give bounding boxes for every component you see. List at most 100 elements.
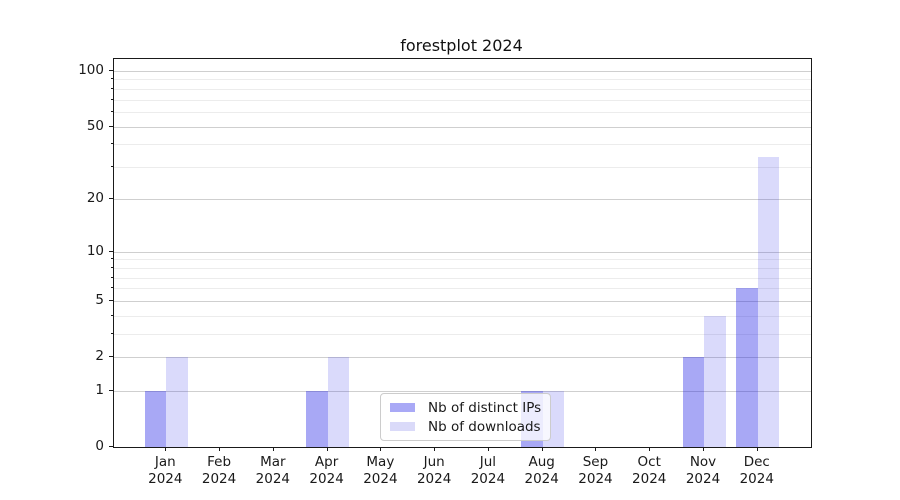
y-tick-label: 2 (95, 348, 104, 365)
x-tick-month: Nov (689, 454, 717, 470)
y-minor-tick-mark (111, 333, 113, 335)
y-tick-label: 20 (86, 189, 104, 206)
x-tick-mark (380, 447, 382, 451)
gridline-major (114, 70, 811, 72)
x-tick-year: 2024 (416, 471, 452, 487)
x-tick-label: Jul 2024 (456, 454, 520, 488)
legend: Nb of distinct IPs Nb of downloads (380, 393, 552, 441)
y-minor-tick-mark (111, 166, 113, 168)
x-tick-label: Dec 2024 (725, 454, 789, 488)
bar-distinct-ips (144, 390, 167, 447)
x-tick-year: 2024 (309, 471, 344, 487)
gridline-minor (114, 277, 811, 279)
x-tick-month: Sep (582, 454, 609, 470)
x-tick-label: Jan 2024 (133, 454, 197, 488)
gridline-minor (114, 99, 811, 101)
x-tick-year: 2024 (201, 471, 237, 487)
y-minor-tick-mark (111, 258, 113, 260)
legend-swatch-downloads (390, 422, 415, 431)
x-tick-year: 2024 (363, 471, 398, 487)
legend-item-downloads: Nb of downloads (390, 417, 541, 436)
bar-downloads (166, 357, 188, 447)
x-tick-label: May 2024 (348, 454, 412, 488)
x-tick-mark (541, 447, 543, 451)
bar-distinct-ips (682, 357, 704, 447)
y-minor-tick-mark (111, 143, 113, 145)
y-tick-mark (109, 300, 113, 302)
x-tick-month: Feb (207, 454, 232, 470)
x-tick-label: Sep 2024 (563, 454, 627, 488)
gridline-major (114, 390, 811, 392)
x-tick-label: Feb 2024 (187, 454, 251, 488)
x-tick-year: 2024 (148, 471, 183, 487)
legend-item-distinct-ips: Nb of distinct IPs (390, 398, 541, 417)
y-minor-tick-mark (111, 276, 113, 278)
y-tick-label: 100 (78, 61, 104, 78)
x-tick-month: Dec (743, 454, 770, 470)
y-minor-tick-mark (111, 287, 113, 289)
y-tick-mark (109, 69, 113, 71)
bar-distinct-ips (736, 288, 758, 447)
gridline-minor (114, 167, 811, 169)
y-tick-label: 50 (86, 117, 104, 134)
x-tick-year: 2024 (685, 471, 721, 487)
bar-downloads (757, 157, 780, 447)
x-tick-year: 2024 (632, 471, 667, 487)
x-tick-mark (487, 447, 489, 451)
y-tick-label: 0 (95, 438, 104, 454)
y-tick-mark (109, 125, 113, 127)
x-tick-label: Mar 2024 (241, 454, 305, 488)
y-minor-tick-mark (111, 266, 113, 268)
x-tick-month: Oct (637, 454, 661, 470)
y-tick-label: 5 (95, 292, 104, 309)
x-tick-label: Oct 2024 (617, 454, 681, 488)
x-tick-year: 2024 (524, 471, 559, 487)
y-tick-label: 1 (95, 381, 104, 398)
legend-label-downloads: Nb of downloads (428, 418, 541, 435)
gridline-minor (114, 79, 811, 81)
y-minor-tick-mark (111, 78, 113, 80)
gridline-major (114, 198, 811, 200)
y-tick-mark (109, 356, 113, 358)
plot-area: Nb of distinct IPs Nb of downloads (113, 58, 812, 448)
gridline-minor (114, 315, 811, 317)
bar-distinct-ips (306, 390, 328, 447)
y-tick-mark (109, 389, 113, 391)
x-tick-month: Jun (423, 454, 445, 470)
x-tick-mark (756, 447, 758, 451)
bar-downloads (704, 315, 726, 447)
x-tick-year: 2024 (578, 471, 613, 487)
x-tick-month: Jul (479, 454, 497, 470)
x-tick-month: Jan (154, 454, 176, 470)
gridline-minor (114, 88, 811, 90)
gridline-minor (114, 334, 811, 336)
y-minor-tick-mark (111, 87, 113, 89)
x-tick-mark (165, 447, 167, 451)
chart-title: forestplot 2024 (400, 36, 523, 55)
gridline-major (114, 301, 811, 303)
gridline-minor (114, 259, 811, 261)
x-tick-mark (434, 447, 436, 451)
legend-swatch-distinct-ips (390, 403, 415, 412)
gridline-major (114, 126, 811, 128)
x-tick-month: Aug (528, 454, 555, 470)
x-tick-mark (326, 447, 328, 451)
x-tick-month: Apr (314, 454, 339, 470)
y-tick-mark (109, 446, 113, 447)
x-tick-month: Mar (260, 454, 286, 470)
bar-downloads (327, 357, 350, 447)
x-tick-year: 2024 (739, 471, 774, 487)
x-tick-mark (219, 447, 221, 451)
gridline-minor (114, 112, 811, 114)
gridline-minor (114, 288, 811, 290)
x-tick-mark (649, 447, 651, 451)
x-tick-mark (272, 447, 274, 451)
y-tick-mark (109, 250, 113, 252)
gridline-major (114, 357, 811, 359)
y-minor-tick-mark (111, 98, 113, 100)
x-tick-year: 2024 (255, 471, 290, 487)
x-tick-label: Apr 2024 (295, 454, 359, 488)
x-tick-label: Aug 2024 (510, 454, 574, 488)
x-tick-month: May (366, 454, 395, 470)
